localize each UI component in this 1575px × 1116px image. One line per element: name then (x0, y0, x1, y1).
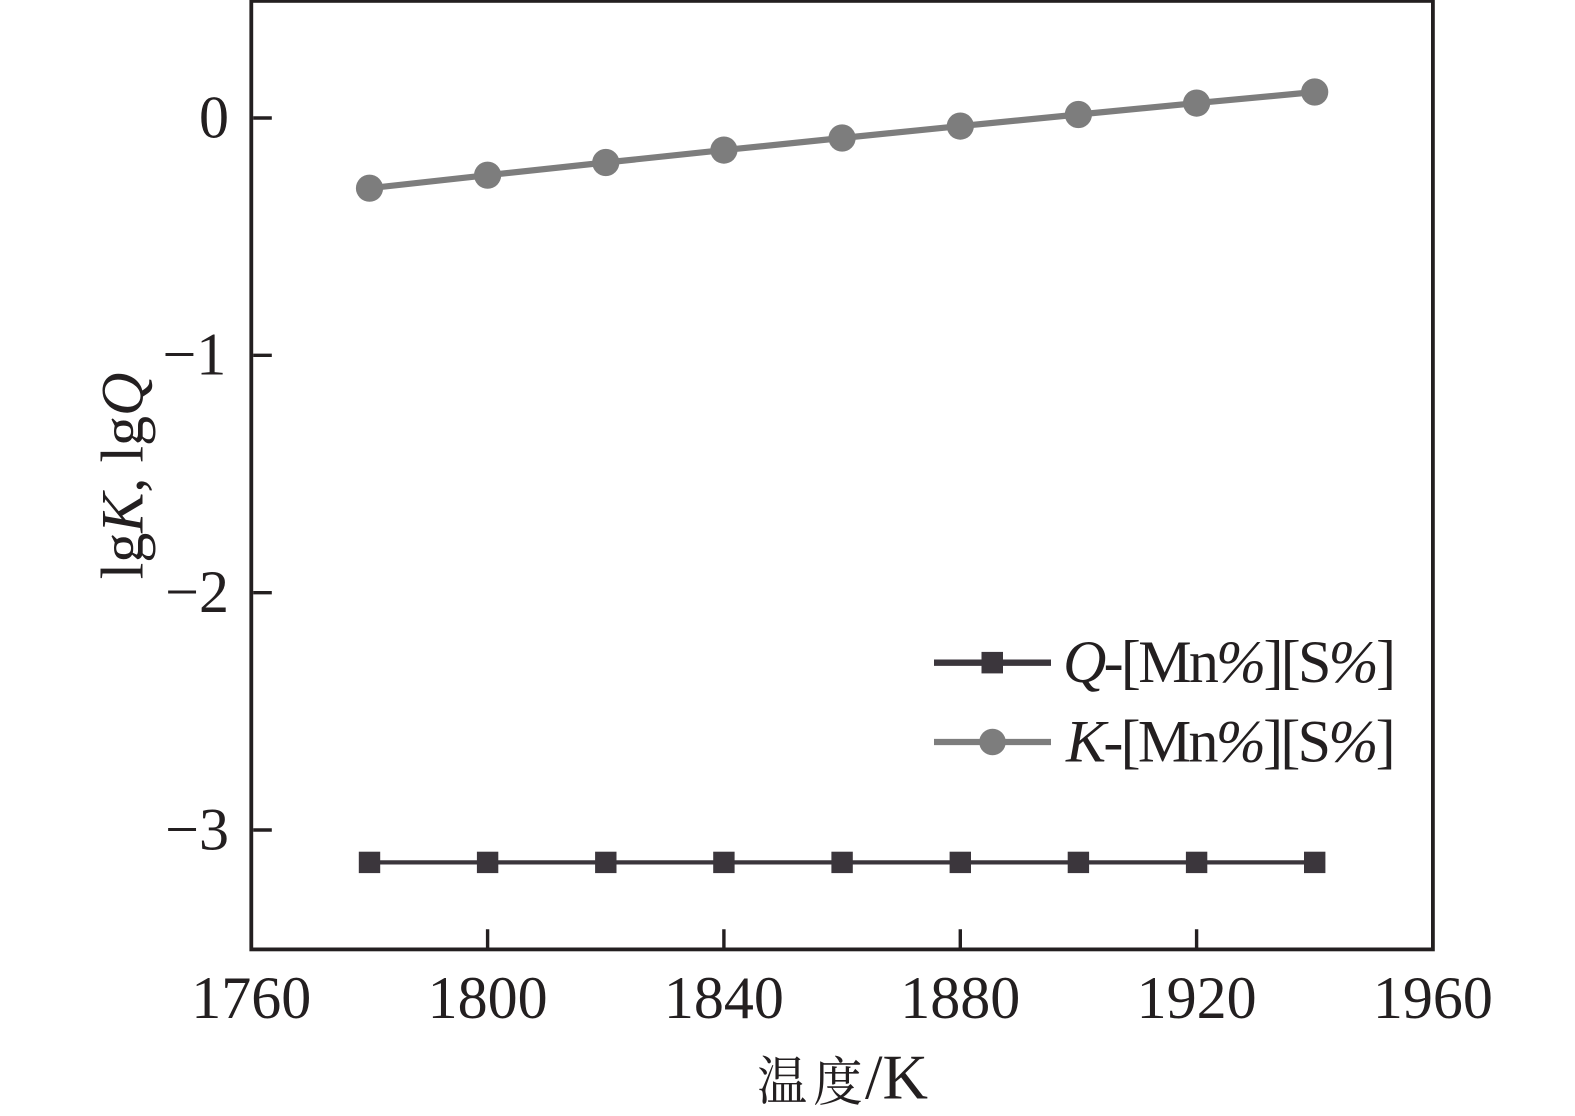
svg-text:−2: −2 (165, 559, 229, 625)
svg-text:1800: 1800 (428, 965, 548, 1031)
svg-text:1960: 1960 (1373, 965, 1493, 1031)
svg-text:1760: 1760 (191, 965, 311, 1031)
svg-text:K-[Mn%][S%]: K-[Mn%][S%] (1065, 709, 1393, 775)
svg-text:−3: −3 (165, 796, 229, 862)
svg-text:1920: 1920 (1137, 965, 1257, 1031)
svg-text:Q-[Mn%][S%]: Q-[Mn%][S%] (1063, 629, 1393, 695)
svg-text:lgK, lgQ: lgK, lgQ (89, 373, 155, 580)
svg-text:1880: 1880 (900, 965, 1020, 1031)
svg-text:−1: −1 (162, 322, 226, 388)
svg-text:/K: /K (865, 1043, 928, 1113)
svg-text:0: 0 (199, 84, 229, 150)
svg-text:1840: 1840 (664, 965, 784, 1031)
